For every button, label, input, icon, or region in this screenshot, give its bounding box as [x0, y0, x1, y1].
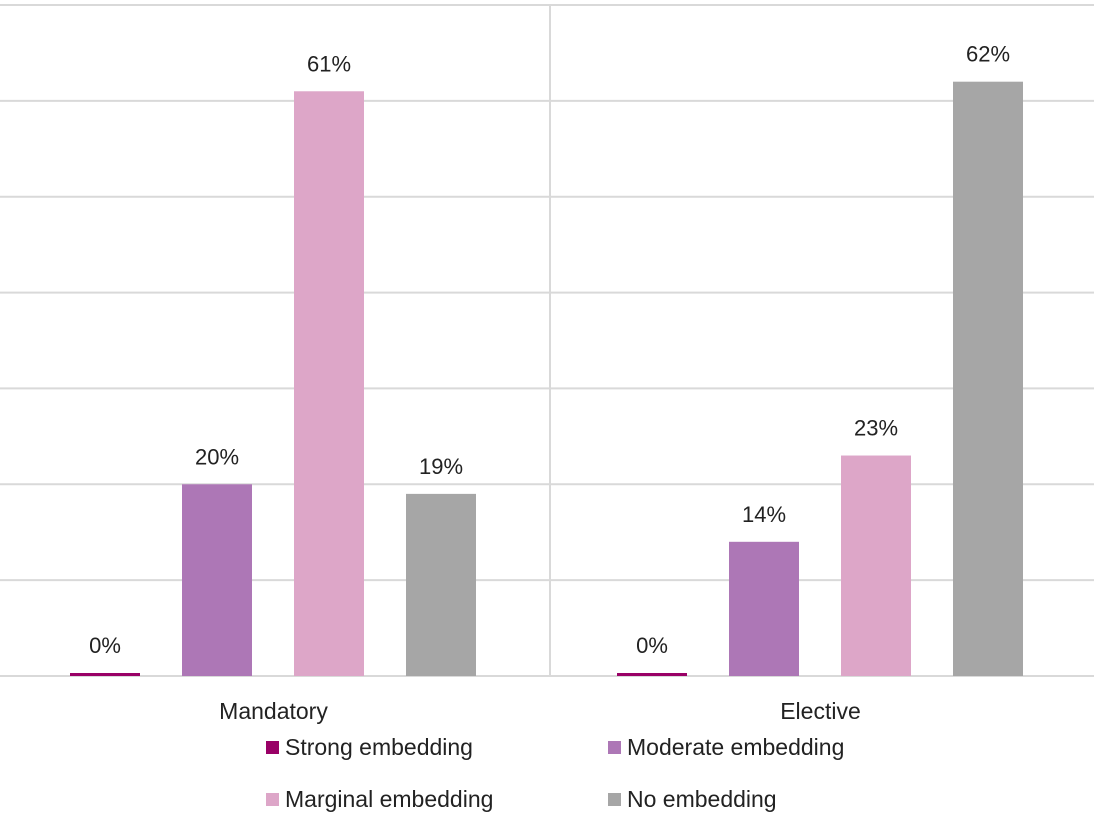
data-label: 23%	[854, 416, 898, 441]
bar-chart: 0% 20% 61% 19% Mandatory 0% 14% 23% 62% Elective	[0, 4, 1094, 724]
x-tick-label: Mandatory	[219, 698, 328, 724]
data-label: 0%	[89, 633, 121, 658]
legend-label: Marginal embedding	[285, 786, 494, 812]
bar	[617, 673, 687, 676]
x-tick-label: Elective	[780, 698, 861, 724]
legend-label: No embedding	[627, 786, 777, 812]
legend: Strong embedding Moderate embedding Marg…	[0, 730, 1094, 822]
bar	[729, 541, 799, 676]
bar	[406, 493, 476, 676]
data-label: 62%	[966, 42, 1010, 67]
bar	[953, 81, 1023, 676]
legend-item-no-embedding: No embedding	[608, 786, 777, 813]
data-label: 0%	[636, 633, 668, 658]
legend-swatch-strong-embedding	[266, 741, 279, 754]
bar	[182, 484, 252, 676]
legend-swatch-no-embedding	[608, 793, 621, 806]
legend-item-marginal-embedding: Marginal embedding	[266, 786, 493, 813]
legend-swatch-moderate-embedding	[608, 741, 621, 754]
bar	[294, 91, 364, 677]
bar	[70, 673, 140, 676]
data-label: 14%	[742, 502, 786, 527]
legend-swatch-marginal-embedding	[266, 793, 279, 806]
legend-label: Moderate embedding	[627, 734, 845, 760]
legend-item-strong-embedding: Strong embedding	[266, 734, 473, 761]
bar	[841, 455, 911, 676]
data-label: 61%	[307, 51, 351, 76]
data-label: 19%	[419, 454, 463, 479]
legend-item-moderate-embedding: Moderate embedding	[608, 734, 844, 761]
data-label: 20%	[195, 444, 239, 469]
legend-label: Strong embedding	[285, 734, 473, 760]
